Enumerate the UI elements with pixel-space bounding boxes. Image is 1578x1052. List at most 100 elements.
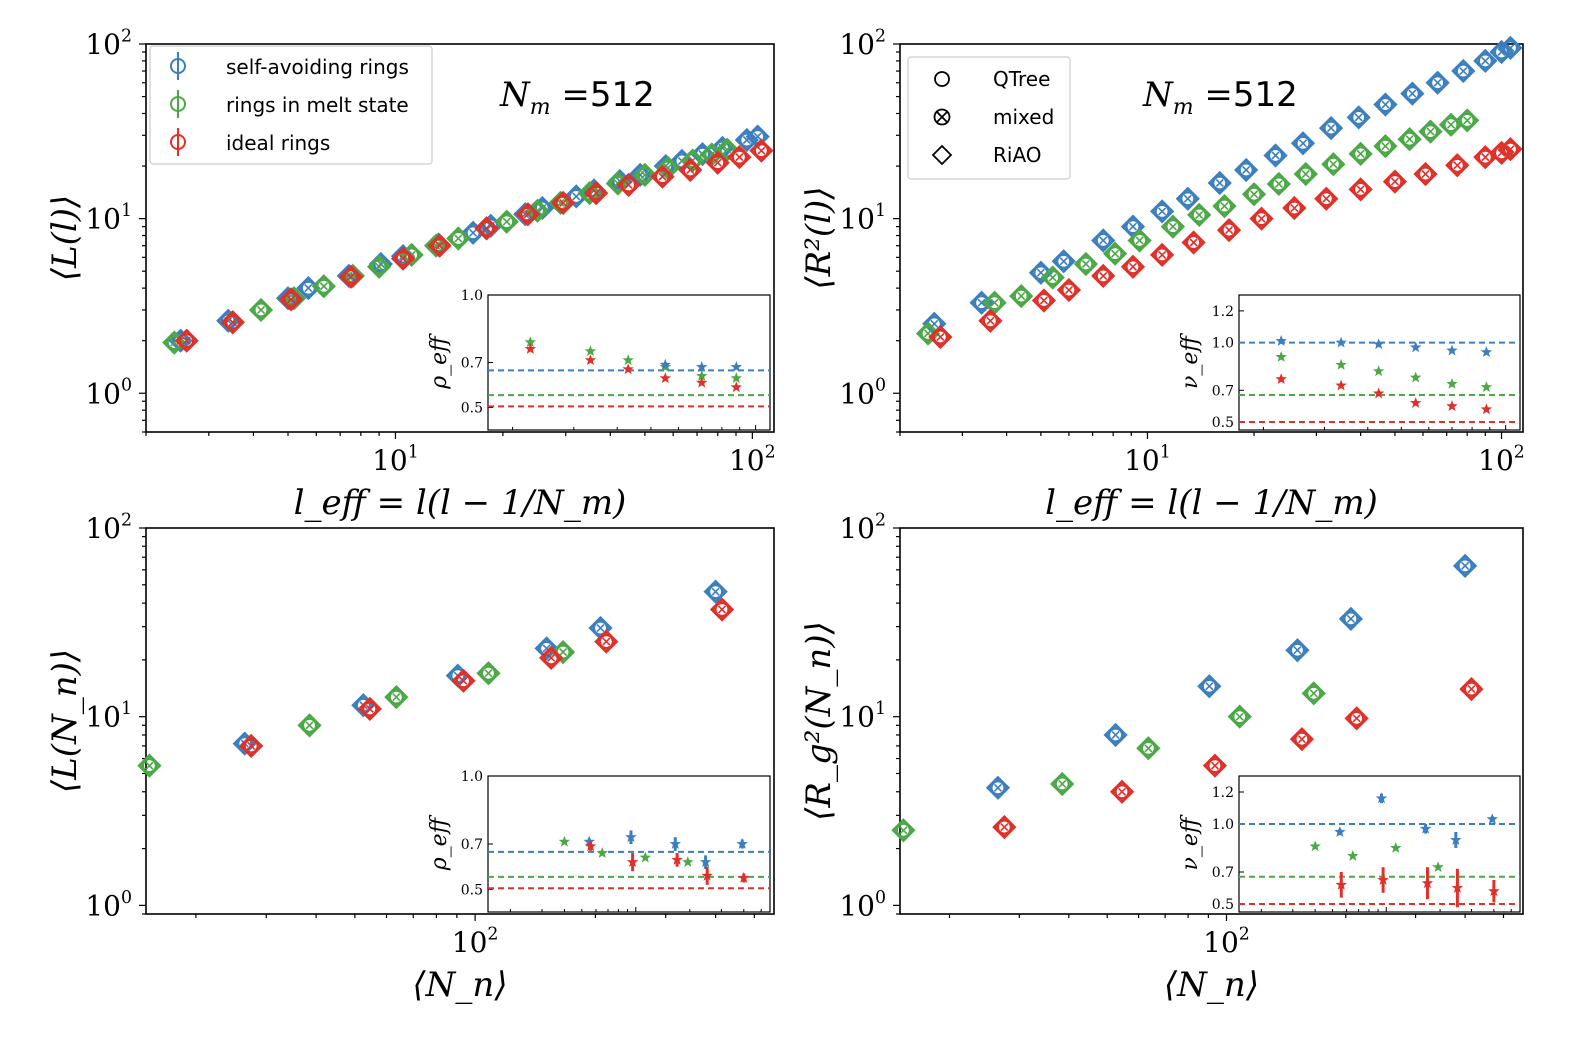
data-point	[297, 713, 322, 738]
x-tick-label: 101	[1124, 442, 1171, 477]
data-point	[1263, 143, 1288, 168]
marker-x	[1158, 250, 1167, 259]
legend-label-qtree: QTree	[993, 67, 1050, 91]
data-point	[1212, 193, 1237, 219]
data-point	[239, 733, 264, 759]
marker-x	[1039, 296, 1048, 305]
inset-star	[1335, 878, 1347, 890]
data-point	[1091, 263, 1116, 289]
marker-x	[1274, 179, 1283, 189]
data-point	[1056, 277, 1082, 303]
inset-star	[558, 835, 571, 847]
legend-circle-blue	[170, 58, 186, 74]
marker-x	[182, 336, 191, 345]
legend-circle-red	[170, 134, 186, 150]
data-point	[1382, 169, 1408, 194]
marker-x	[1467, 685, 1476, 694]
inset-star	[1486, 813, 1499, 825]
data-point	[1149, 242, 1175, 268]
data-point	[367, 254, 392, 279]
data-point	[1473, 48, 1498, 74]
marker-x	[1224, 226, 1234, 235]
data-point	[1102, 241, 1128, 266]
marker-x	[1144, 744, 1153, 753]
y-tick-label: 102	[839, 510, 886, 545]
marker-x	[596, 623, 605, 633]
marker-circle	[1401, 131, 1418, 147]
inset-star	[1377, 874, 1389, 885]
marker-x	[899, 826, 908, 835]
data-point	[1249, 206, 1274, 231]
x-axis-label: ⟨N_n⟩	[412, 965, 507, 1005]
marker-circle	[1267, 147, 1284, 164]
y-tick-label: 100	[85, 888, 132, 923]
inset-star	[671, 853, 683, 865]
data-point	[1445, 153, 1470, 178]
marker-x	[1322, 194, 1331, 203]
data-point	[1289, 727, 1315, 752]
inset-y-label: ν_eff	[1178, 814, 1203, 870]
marker-x	[459, 676, 468, 685]
inset-star	[730, 381, 743, 393]
series-red	[239, 597, 735, 759]
y-tick-label: 101	[85, 699, 132, 734]
inset-star	[1372, 338, 1385, 350]
inset-star	[659, 358, 672, 370]
annot-eq: =	[1194, 75, 1233, 115]
marker-circle	[1430, 75, 1446, 91]
marker-circle	[1186, 234, 1202, 251]
marker-x	[1128, 222, 1138, 231]
marker-circle	[1286, 200, 1302, 216]
marker-x	[723, 145, 732, 154]
marker-circle	[1449, 157, 1465, 173]
marker-x	[346, 272, 355, 281]
data-point	[174, 328, 199, 353]
marker-x	[1242, 165, 1251, 175]
marker-circle	[708, 584, 724, 600]
y-tick-label: 101	[85, 201, 132, 236]
inset-star	[1409, 371, 1422, 383]
marker-x	[1111, 249, 1120, 258]
data-point	[1109, 779, 1135, 804]
series-red	[174, 138, 774, 353]
inset-star	[669, 838, 681, 849]
marker-x	[287, 295, 296, 304]
data-point	[1282, 195, 1307, 221]
x-axis-label: l_eff = l(l − 1/N_m)	[294, 483, 627, 523]
marker-x	[1390, 177, 1399, 186]
x-tick-label: 102	[452, 924, 499, 959]
data-point	[1285, 638, 1310, 663]
inset-star	[659, 372, 672, 384]
marker-x	[1271, 151, 1280, 160]
annot-eq: =	[551, 75, 590, 115]
data-point	[1452, 553, 1478, 578]
inset-star	[738, 872, 750, 883]
annotation-top-left: Nm =512	[499, 75, 655, 120]
marker-x	[1058, 779, 1067, 789]
marker-x	[1481, 56, 1490, 65]
marker-circle	[1154, 203, 1170, 220]
marker-x	[624, 180, 633, 189]
marker-x	[454, 234, 463, 243]
marker-circle	[316, 278, 332, 294]
data-point	[1455, 108, 1480, 133]
y-tick-label: 101	[839, 699, 886, 734]
legend-series-item-2: ideal rings	[170, 128, 330, 156]
data-point	[650, 164, 675, 189]
marker-circle	[1477, 53, 1493, 69]
marker-circle	[1289, 642, 1306, 658]
data-point	[451, 668, 476, 693]
inset-star	[524, 336, 537, 348]
data-point	[982, 290, 1007, 315]
marker-circle	[592, 620, 609, 636]
inset-area	[1238, 294, 1521, 431]
marker-circle	[432, 238, 448, 254]
marker-x	[753, 132, 762, 141]
marker-x	[1064, 285, 1073, 295]
annot-n: N	[1142, 75, 1174, 115]
series-blue	[922, 35, 1523, 336]
data-point	[985, 775, 1011, 800]
marker-x	[1506, 145, 1515, 154]
marker-x	[1506, 43, 1515, 52]
marker-circle	[1463, 681, 1480, 697]
